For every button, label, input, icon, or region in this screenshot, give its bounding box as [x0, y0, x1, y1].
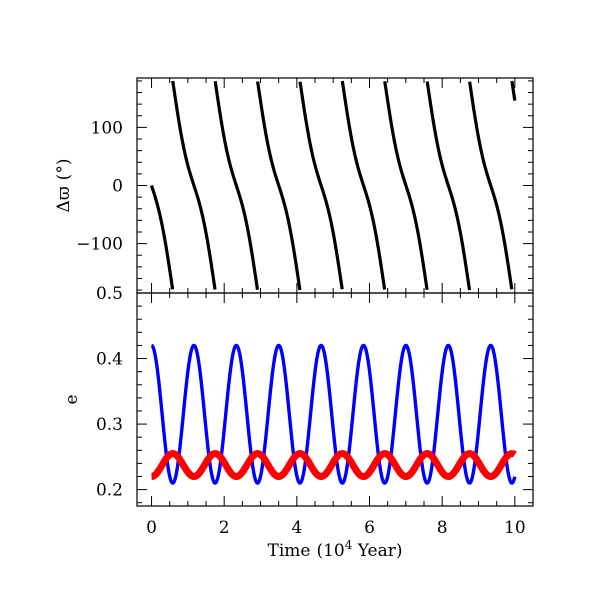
- top-ytick-label: 0: [112, 177, 123, 197]
- top-panel: −100 0 100 Δϖ (°): [54, 77, 534, 294]
- bottom-plot-frame: [136, 292, 534, 507]
- x-axis-label-tail: Year): [352, 541, 402, 561]
- x-axis-label-exponent: 4: [345, 538, 353, 552]
- bottom-ticks: [137, 292, 533, 506]
- bottom-ytick-label: 0.5: [96, 284, 123, 304]
- top-ytick-label: −100: [76, 235, 123, 255]
- blue-eccentricity-series: [150, 343, 517, 485]
- x-tick-label: 2: [219, 518, 230, 538]
- bottom-y-tick-labels: 0.2 0.3 0.4 0.5: [96, 284, 123, 501]
- top-series-segment-9: [510, 80, 517, 102]
- red-eccentricity-series: [148, 450, 518, 481]
- top-series-segment-1: [171, 80, 217, 291]
- top-series-segment-4: [298, 81, 344, 290]
- bottom-y-axis-label: e: [62, 394, 82, 404]
- x-tick-label: 0: [146, 518, 157, 538]
- top-series-segment-8: [468, 81, 514, 290]
- top-y-axis-label: Δϖ (°): [54, 159, 74, 213]
- top-ticks: [137, 78, 533, 293]
- top-series-segment-0: [150, 184, 175, 290]
- top-series-segment-3: [256, 80, 302, 291]
- x-axis-label: Time (104 Year): [268, 538, 403, 561]
- bottom-ytick-label: 0.4: [96, 350, 123, 370]
- delta-varpi-symbol: Δϖ: [54, 186, 74, 212]
- top-series-segment-6: [383, 80, 429, 291]
- top-series-segment-7: [425, 80, 472, 291]
- x-axis-label-main: Time: [268, 541, 311, 561]
- bottom-ytick-label: 0.2: [96, 481, 123, 501]
- x-axis-label-unit: (10: [316, 541, 344, 561]
- bottom-ytick-label: 0.3: [96, 415, 123, 435]
- x-tick-label: 10: [504, 518, 526, 538]
- bottom-panel: 0.20.30.40.5 0 2 4 6 8 10 e Time (104 Year): [62, 284, 534, 561]
- x-tick-labels: 0 2 4 6 8 10: [146, 518, 526, 538]
- top-series-segment-5: [340, 80, 387, 291]
- x-tick-label: 4: [291, 518, 302, 538]
- degree-unit: (°): [54, 159, 74, 181]
- bottom-curves: [148, 343, 518, 485]
- top-series-segment-2: [213, 80, 260, 291]
- top-y-tick-labels: −100 0 100: [76, 118, 123, 254]
- x-tick-label: 8: [437, 518, 448, 538]
- x-tick-label: 6: [364, 518, 375, 538]
- top-ytick-label: 100: [91, 118, 123, 138]
- top-curves: [150, 80, 517, 291]
